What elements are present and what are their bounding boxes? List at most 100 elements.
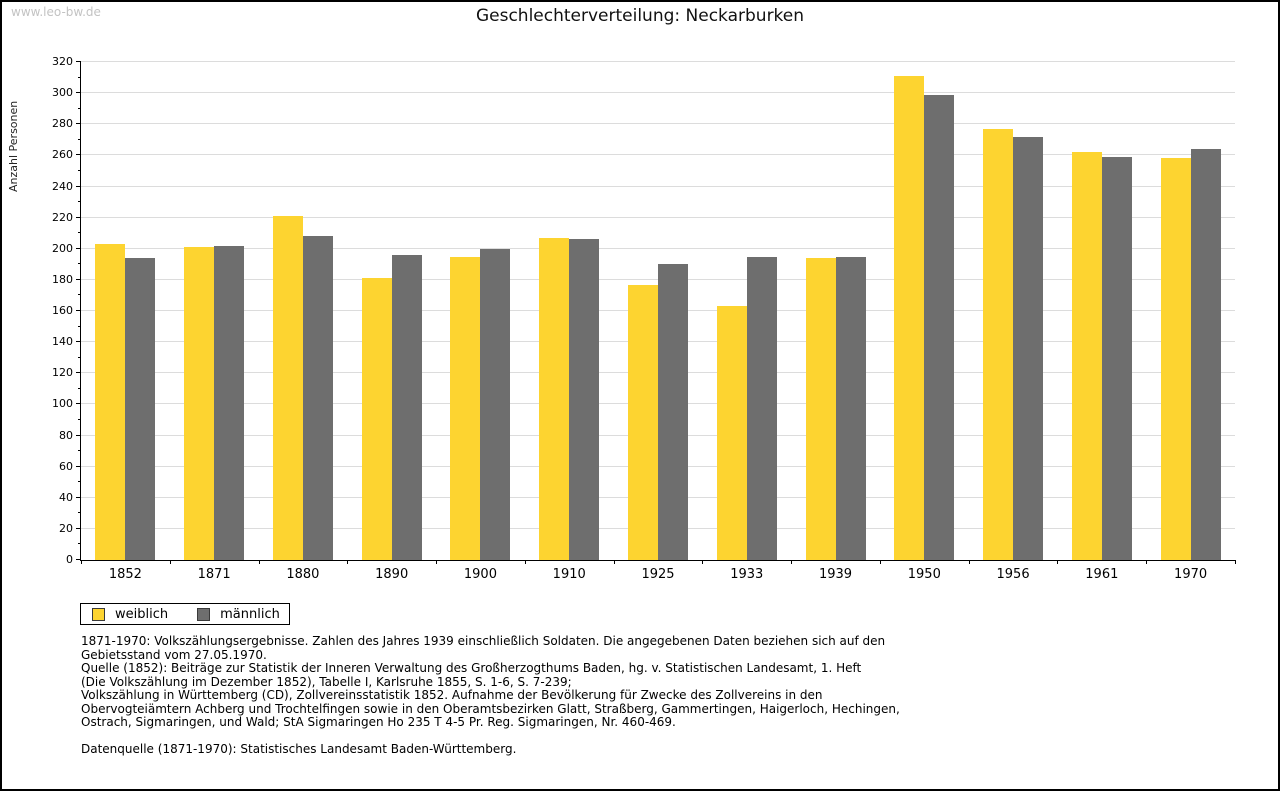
x-tick bbox=[525, 560, 526, 564]
y-tick-label-280: 280 bbox=[52, 117, 73, 131]
bar-weiblich-1956 bbox=[983, 129, 1014, 560]
y-tick-90 bbox=[78, 418, 81, 420]
x-tick bbox=[614, 560, 615, 564]
x-tick-label-1871: 1871 bbox=[197, 567, 231, 582]
x-tick-label-1970: 1970 bbox=[1174, 567, 1208, 582]
y-tick-280 bbox=[76, 123, 81, 125]
bar-group-1970 bbox=[1146, 62, 1235, 560]
y-tick-label-240: 240 bbox=[52, 179, 73, 193]
x-tick-label-1880: 1880 bbox=[286, 567, 320, 582]
bar-männlich-1880 bbox=[302, 236, 333, 560]
legend-label-männlich: männlich bbox=[220, 606, 280, 622]
x-tick bbox=[702, 560, 703, 564]
bar-group-1933 bbox=[702, 62, 791, 560]
y-tick-260 bbox=[76, 154, 81, 156]
x-tick bbox=[880, 560, 881, 564]
bar-männlich-1970 bbox=[1190, 149, 1221, 560]
x-tick bbox=[791, 560, 792, 564]
footnote-line-5: Volkszählung in Württemberg (CD), Zollve… bbox=[81, 688, 823, 702]
x-tick-label-1950: 1950 bbox=[907, 567, 941, 582]
x-tick-label-1939: 1939 bbox=[818, 567, 853, 582]
y-tick-100 bbox=[76, 403, 81, 405]
x-tick-label-1925: 1925 bbox=[641, 567, 675, 582]
bar-männlich-1961 bbox=[1101, 157, 1132, 560]
gridline-240 bbox=[81, 185, 1235, 187]
plot-area: 0 20 40 60 80 100 120 140 160 180 200 220 240 260 280 3… bbox=[52, 55, 1236, 582]
y-tick-320 bbox=[76, 61, 81, 62]
x-tick-label-1933: 1933 bbox=[730, 567, 764, 582]
x-tick bbox=[81, 560, 82, 564]
y-tick-160 bbox=[76, 310, 81, 311]
y-tick-200 bbox=[76, 247, 81, 249]
y-tick-310 bbox=[78, 76, 81, 78]
bar-weiblich-1910 bbox=[539, 238, 570, 560]
y-tick-label-300: 300 bbox=[52, 86, 73, 100]
x-tick bbox=[1235, 560, 1236, 564]
gridline-220 bbox=[81, 216, 1235, 218]
y-tick-150 bbox=[78, 325, 81, 327]
y-tick-290 bbox=[78, 107, 81, 109]
bar-männlich-1933 bbox=[746, 257, 777, 560]
y-tick-label-180: 180 bbox=[52, 272, 73, 286]
footnote-line-1: 1871-1970: Volkszählungsergebnisse. Zahl… bbox=[81, 634, 886, 648]
y-tick-60 bbox=[76, 465, 81, 467]
bar-weiblich-1925 bbox=[627, 285, 658, 560]
legend-label-weiblich: weiblich bbox=[115, 606, 169, 622]
x-tick bbox=[1057, 560, 1058, 564]
y-tick-label-20: 20 bbox=[59, 521, 73, 535]
y-axis-label: Anzahl Personen bbox=[7, 100, 20, 192]
footnotes: 1871-1970: Volkszählungsergebnisse. Zahl… bbox=[81, 634, 900, 730]
gridline-260 bbox=[81, 154, 1235, 156]
y-tick-170 bbox=[78, 294, 81, 296]
y-tick-50 bbox=[78, 481, 81, 483]
legend-swatch-weiblich bbox=[92, 607, 105, 621]
bar-weiblich-1939 bbox=[805, 258, 836, 560]
bar-weiblich-1880 bbox=[272, 216, 303, 560]
gridline-200 bbox=[81, 247, 1235, 249]
bar-männlich-1871 bbox=[214, 246, 245, 560]
y-tick-190 bbox=[78, 263, 81, 265]
footnote-line-2: Gebietsstand vom 27.05.1970. bbox=[81, 647, 267, 662]
bar-weiblich-1900 bbox=[450, 257, 481, 560]
x-tick bbox=[170, 560, 171, 564]
bar-group-1956 bbox=[969, 62, 1058, 560]
bar-group-1910 bbox=[525, 62, 614, 560]
x-tick-label-1910: 1910 bbox=[552, 567, 586, 582]
y-tick-270 bbox=[78, 138, 81, 140]
x-tick bbox=[969, 560, 970, 564]
y-tick-label-140: 140 bbox=[52, 335, 73, 349]
bar-männlich-1910 bbox=[569, 239, 600, 560]
footnote-line-6: Obervogteiämtern Achberg und Trochtelfin… bbox=[81, 701, 900, 716]
y-tick-label-60: 60 bbox=[59, 459, 73, 473]
y-tick-label-40: 40 bbox=[59, 490, 73, 504]
y-tick-10 bbox=[78, 543, 81, 545]
y-tick-40 bbox=[76, 496, 81, 498]
y-tick-label-320: 320 bbox=[52, 55, 73, 68]
y-tick-30 bbox=[78, 512, 81, 514]
bar-group-1925 bbox=[614, 62, 703, 560]
y-tick-240 bbox=[76, 185, 81, 187]
y-tick-130 bbox=[78, 356, 81, 358]
footnote-line-3: Quelle (1852): Beiträge zur Statistik de… bbox=[81, 661, 862, 675]
y-tick-0 bbox=[76, 559, 81, 560]
y-tick-220 bbox=[76, 216, 81, 218]
gridline-320 bbox=[81, 61, 1235, 62]
bar-männlich-1925 bbox=[657, 264, 688, 560]
footnote-line-7: Ostrach, Sigmaringen, und Wald; StA Sigm… bbox=[81, 715, 676, 729]
bar-weiblich-1933 bbox=[716, 306, 747, 560]
bar-weiblich-1950 bbox=[894, 76, 925, 560]
bar-group-1880 bbox=[259, 62, 348, 560]
y-tick-label-120: 120 bbox=[52, 366, 73, 380]
legend-item-weiblich: weiblich bbox=[92, 607, 168, 622]
bar-weiblich-1871 bbox=[184, 247, 215, 560]
x-tick bbox=[436, 560, 437, 564]
y-tick-label-0: 0 bbox=[66, 553, 73, 566]
legend-item-männlich: männlich bbox=[197, 607, 280, 622]
y-tick-label-260: 260 bbox=[52, 148, 73, 162]
bar-männlich-1900 bbox=[480, 249, 511, 560]
gridline-280 bbox=[81, 123, 1235, 125]
chart-title: Geschlechterverteilung: Neckarburken bbox=[475, 6, 805, 26]
y-tick-label-200: 200 bbox=[52, 241, 73, 255]
y-tick-label-100: 100 bbox=[52, 397, 73, 411]
